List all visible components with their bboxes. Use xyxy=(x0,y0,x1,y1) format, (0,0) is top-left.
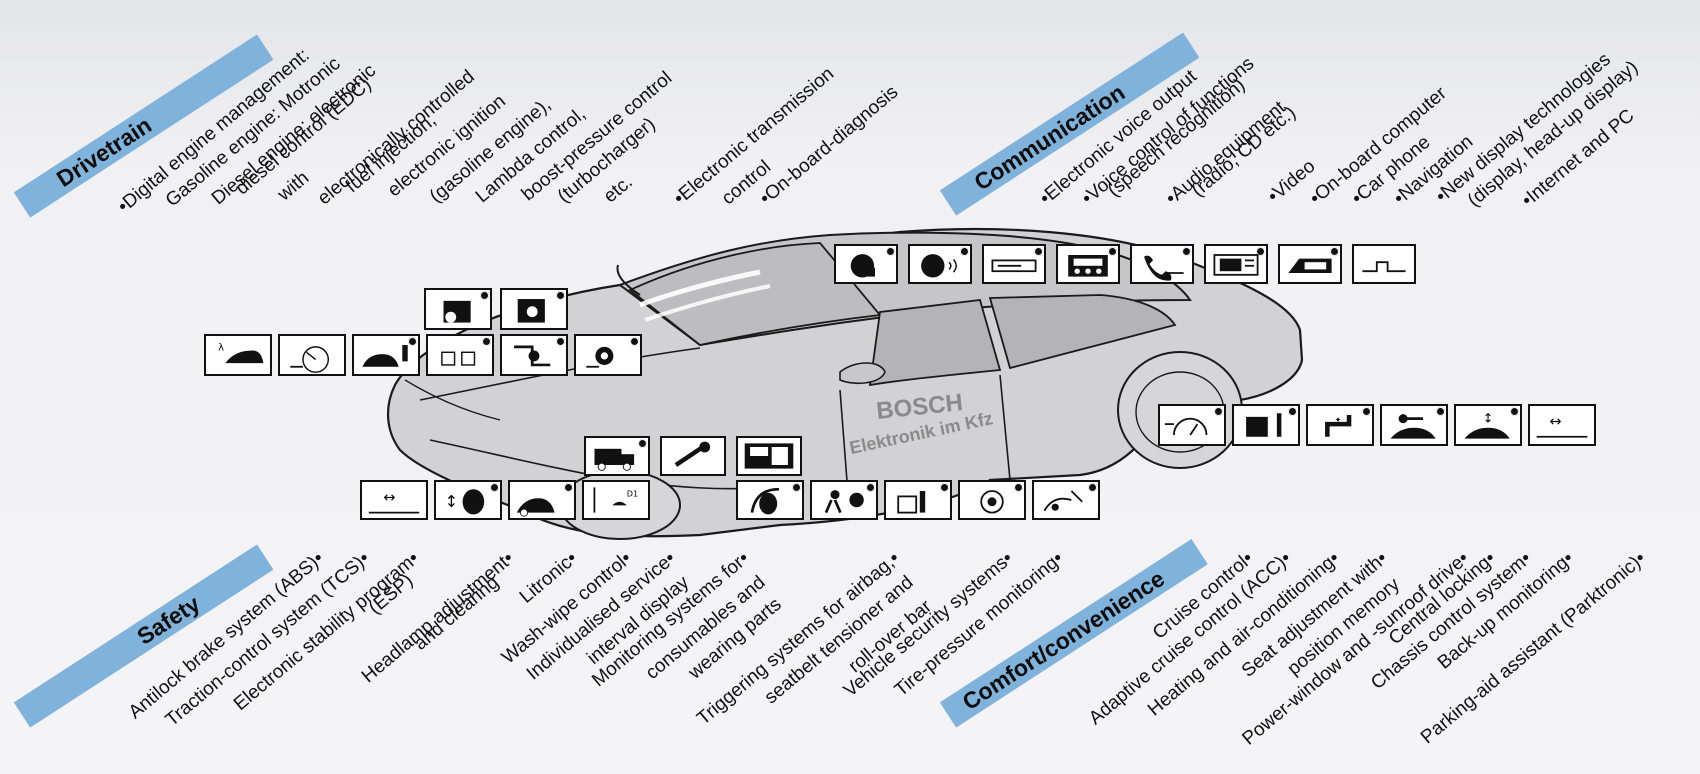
fuel-injection-icon xyxy=(426,334,494,376)
airbag-icon xyxy=(810,480,878,520)
lambda-car-icon: λ xyxy=(204,334,272,376)
transmission-icon xyxy=(500,288,568,330)
svg-text:↔: ↔ xyxy=(1549,414,1561,430)
car-phone-icon xyxy=(1130,244,1194,284)
seat-adjust-icon: ✦ xyxy=(1306,404,1374,446)
display-icon xyxy=(1278,244,1342,284)
car-traffic-light-icon xyxy=(352,334,420,376)
cruise-control-icon xyxy=(1158,404,1226,446)
wrench-icon xyxy=(660,436,726,476)
abs-icon: ↔ xyxy=(360,480,428,520)
svg-text:D1: D1 xyxy=(627,488,638,498)
service-display-icon xyxy=(736,436,802,476)
service-truck-icon xyxy=(584,436,650,476)
seatbelt-icon xyxy=(958,480,1026,520)
navigation-icon xyxy=(1204,244,1268,284)
gear-shift-icon xyxy=(500,334,568,376)
svg-text:↕: ↕ xyxy=(445,492,459,511)
car-side-window-front xyxy=(868,299,1002,387)
headlamp-icon: D1 xyxy=(582,480,650,520)
svg-text:λ: λ xyxy=(218,342,224,353)
climate-icon xyxy=(1232,404,1300,446)
diagnosis-gear-icon xyxy=(574,334,642,376)
svg-text:↕: ↕ xyxy=(1483,410,1494,425)
svg-text:↔: ↔ xyxy=(383,490,395,506)
onboard-computer-icon xyxy=(1056,244,1120,284)
gauge-icon xyxy=(278,334,346,376)
car-mirror xyxy=(839,362,886,385)
chassis-icon: ↕ xyxy=(1454,404,1522,446)
audio-icon xyxy=(982,244,1046,284)
svg-text:✦: ✦ xyxy=(1335,414,1342,424)
wiper-icon xyxy=(736,480,804,520)
esp-icon xyxy=(508,480,576,520)
voice-output-icon xyxy=(834,244,898,284)
security-icon xyxy=(884,480,952,520)
parking-aid-icon: ↔ xyxy=(1528,404,1596,446)
tcs-icon: ↕ xyxy=(434,480,502,520)
car-side-window-rear xyxy=(988,294,1177,370)
central-locking-icon xyxy=(1380,404,1448,446)
tire-pressure-icon xyxy=(1032,480,1100,520)
voice-control-icon xyxy=(908,244,972,284)
engine-icon xyxy=(424,288,492,330)
signal-pulse-icon xyxy=(1352,244,1416,284)
